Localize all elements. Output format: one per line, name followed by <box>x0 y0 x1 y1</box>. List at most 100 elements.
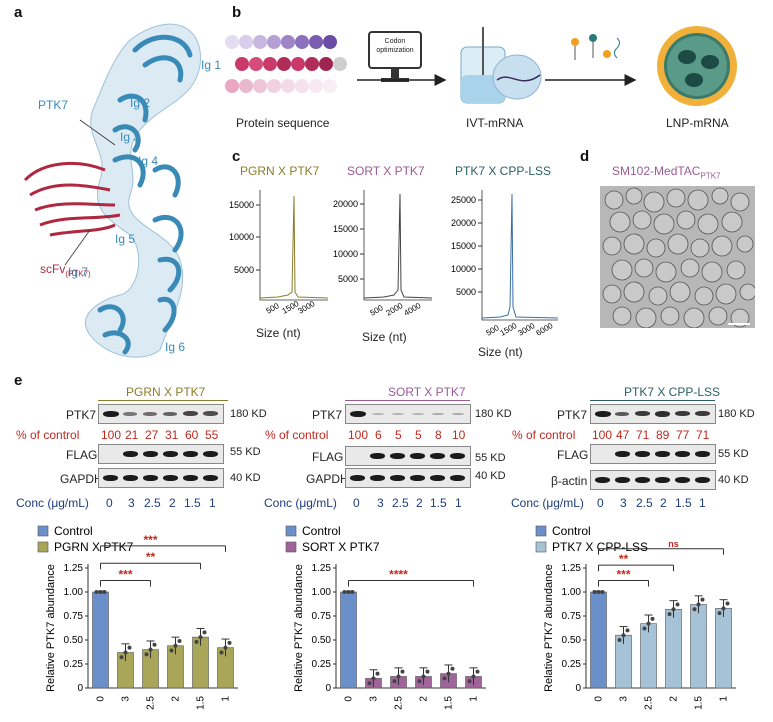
blot1-conc-5: 1 <box>209 496 216 510</box>
data-point <box>375 671 380 676</box>
data-point <box>450 666 455 671</box>
blot2-gapdh-band-image <box>345 468 471 488</box>
blot2-kd-40: 40 KD <box>475 470 506 482</box>
data-point <box>342 590 347 594</box>
data-point <box>202 630 207 635</box>
blot2-title-underline <box>345 400 470 401</box>
legend-swatch-0 <box>535 525 547 537</box>
data-point <box>148 647 153 652</box>
y-tick-label: 0 <box>325 683 331 694</box>
sig-label: **** <box>389 567 408 581</box>
legend-label-0: Control <box>552 524 591 538</box>
sig-label: *** <box>616 567 630 581</box>
x-tick-label-4: 1.5 <box>444 696 455 710</box>
ig1-label: Ig 1 <box>201 58 222 72</box>
legend-label-0: Control <box>54 524 93 538</box>
blot2-pct-3: 5 <box>415 428 422 442</box>
panel-c-letter: c <box>232 148 241 165</box>
blot3-title-underline <box>590 400 715 401</box>
sig-label: ns <box>668 539 679 549</box>
lipid-components <box>571 34 620 60</box>
data-point <box>650 616 655 621</box>
ivt-mrna-label: IVT-mRNA <box>466 116 524 130</box>
c1-ytick-5000: 5000 <box>234 265 254 275</box>
blot3-kd-40: 40 KD <box>718 474 749 486</box>
legend-label-0: Control <box>302 524 341 538</box>
data-point <box>123 650 128 655</box>
c1-xlabel: Size (nt) <box>256 326 301 340</box>
blot1-pct-label: % of control <box>16 428 80 442</box>
x-tick-label-4: 1.5 <box>694 696 705 710</box>
x-tick-label-1: 3 <box>619 696 630 702</box>
data-point <box>625 628 630 633</box>
data-point <box>169 648 174 653</box>
data-point <box>646 621 651 626</box>
blot2-pct-2: 5 <box>395 428 402 442</box>
bar-3 <box>665 608 682 689</box>
data-point <box>350 590 355 594</box>
data-point <box>219 650 224 655</box>
blot2-pct-1: 6 <box>375 428 382 442</box>
data-point <box>671 607 676 612</box>
x-tick-label-3: 2 <box>171 696 182 702</box>
legend-swatch-1 <box>535 541 547 553</box>
scfv-text: scFv <box>40 262 66 276</box>
blot1-kd-55: 55 KD <box>230 446 261 458</box>
blot3-pct-5: 71 <box>696 428 710 442</box>
process-arrows <box>357 74 637 86</box>
blot2-conc-label: Conc (μg/mL) <box>264 496 337 510</box>
c3-xtick-3000: 3000 <box>517 321 537 337</box>
ig3-label: Ig 3 <box>120 130 141 144</box>
codon-optimization-label: Codon optimization <box>376 38 414 54</box>
data-point <box>442 676 447 681</box>
data-point <box>173 643 178 648</box>
blot2-kd-55: 55 KD <box>475 452 506 464</box>
x-tick-label-0: 0 <box>96 696 107 702</box>
blot1-row-gapdh: GAPDH <box>60 472 103 486</box>
y-tick-label: 1.00 <box>312 587 332 598</box>
x-tick-label-2: 2.5 <box>394 696 405 710</box>
c2-xlabel: Size (nt) <box>362 330 407 344</box>
blot1-kd-40: 40 KD <box>230 472 261 484</box>
data-point <box>367 681 372 686</box>
ig5-label: Ig 5 <box>115 232 136 246</box>
cryo-em-particles <box>602 187 755 328</box>
blot1-pct-0: 100 <box>101 428 122 442</box>
ig2-label: Ig 2 <box>130 96 151 110</box>
blot3-pct-1: 47 <box>616 428 630 442</box>
blot3-ptk7-band-image <box>590 404 716 424</box>
data-point <box>642 626 647 631</box>
blot1-pct-2: 27 <box>145 428 159 442</box>
blot2-conc-0: 0 <box>353 496 360 510</box>
legend-label-1: SORT X PTK7 <box>302 540 380 554</box>
blot1-kd-180: 180 KD <box>230 408 267 420</box>
blot3-pct-label: % of control <box>512 428 576 442</box>
data-point <box>617 638 622 642</box>
y-axis-label: Relative PTK7 abundance <box>543 564 555 692</box>
electropherogram-3: 25000 20000 15000 10000 5000 500 1500 30… <box>451 190 559 337</box>
sig-label: *** <box>118 567 132 581</box>
data-point <box>675 602 680 607</box>
y-tick-label: 0.50 <box>64 635 84 646</box>
data-point <box>392 679 397 684</box>
y-tick-label: 0 <box>575 683 581 694</box>
x-tick-label-5: 1 <box>221 696 232 702</box>
data-point <box>417 679 422 684</box>
electropherogram-2: 20000 15000 10000 5000 500 2000 4000 <box>333 190 433 318</box>
data-point <box>667 612 672 617</box>
data-point <box>396 674 401 679</box>
ptk7-structure-label: PTK7 <box>38 98 69 112</box>
ig4-label: Ig 4 <box>138 154 159 168</box>
lnp-mrna-label: LNP-mRNA <box>666 116 729 130</box>
blot2-title: SORT X PTK7 <box>388 385 466 399</box>
panel-e-letter: e <box>14 372 23 389</box>
data-point <box>692 607 697 612</box>
data-point <box>721 606 726 611</box>
y-axis-label: Relative PTK7 abundance <box>293 564 305 692</box>
blot2-ptk7-band-image <box>345 404 471 424</box>
x-tick-label-1: 3 <box>121 696 132 702</box>
c-title-3: PTK7 X CPP-LSS <box>455 164 552 178</box>
ig7-label: Ig 7 <box>68 265 89 279</box>
blot3-flag-band-image <box>590 444 716 464</box>
c3-ytick-10000: 10000 <box>451 264 476 274</box>
